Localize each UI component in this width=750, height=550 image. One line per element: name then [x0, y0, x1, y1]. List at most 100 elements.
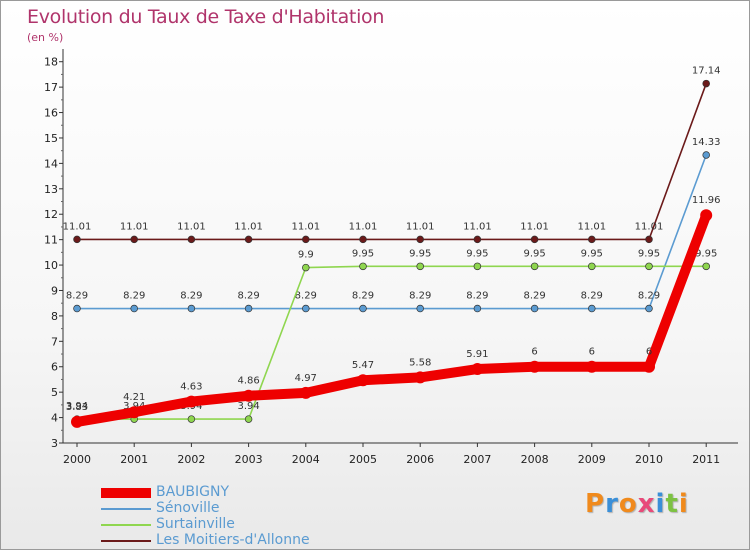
data-label-s-noville: 8.29 — [638, 291, 660, 302]
x-tick-label: 2005 — [349, 453, 377, 466]
logo-letter: t — [665, 489, 679, 519]
data-point-les-moitiers-d-allonne — [530, 235, 539, 244]
data-label-baubigny: 6 — [589, 347, 595, 358]
data-label-baubigny: 3.83 — [66, 402, 88, 413]
data-point-s-noville — [73, 304, 81, 313]
data-label-surtainville: 9.95 — [352, 248, 374, 259]
data-point-les-moitiers-d-allonne — [187, 235, 196, 244]
data-label-les-moitiers-d-allonne: 11.01 — [63, 221, 92, 232]
data-point-surtainville — [702, 262, 710, 271]
data-point-baubigny — [242, 389, 255, 402]
data-label-les-moitiers-d-allonne: 11.01 — [463, 221, 492, 232]
data-point-baubigny — [471, 363, 484, 376]
data-label-s-noville: 8.29 — [466, 291, 488, 302]
data-label-baubigny: 11.96 — [692, 195, 721, 206]
data-point-les-moitiers-d-allonne — [302, 235, 310, 244]
data-point-les-moitiers-d-allonne — [244, 235, 253, 244]
x-tick-label: 2002 — [177, 453, 205, 466]
legend-label-senoville: Sénoville — [156, 500, 220, 516]
x-tick-label: 2010 — [635, 453, 663, 466]
data-point-s-noville — [244, 304, 253, 313]
data-label-s-noville: 8.29 — [581, 291, 603, 302]
data-point-baubigny — [357, 374, 369, 387]
data-label-surtainville: 3.94 — [237, 401, 259, 412]
chart-title: Evolution du Taux de Taxe d'Habitation — [27, 6, 385, 28]
y-tick-label: 14 — [44, 157, 58, 170]
x-tick-label: 2004 — [292, 453, 320, 466]
data-label-s-noville: 8.29 — [180, 291, 202, 302]
x-tick-label: 2011 — [692, 453, 720, 466]
data-label-baubigny: 4.63 — [180, 382, 202, 393]
y-tick-label: 10 — [44, 259, 58, 272]
data-label-les-moitiers-d-allonne: 11.01 — [177, 221, 206, 232]
logo-letter: x — [637, 489, 656, 519]
series-line-s-noville — [76, 154, 708, 310]
data-label-baubigny: 6 — [646, 347, 652, 358]
data-point-baubigny — [528, 360, 541, 373]
data-label-baubigny: 4.21 — [123, 392, 145, 403]
legend-swatch-senoville — [101, 508, 151, 510]
data-label-les-moitiers-d-allonne: 11.01 — [520, 221, 549, 232]
data-point-les-moitiers-d-allonne — [416, 235, 424, 244]
data-point-les-moitiers-d-allonne — [702, 79, 710, 88]
data-label-baubigny: 4.86 — [237, 376, 259, 387]
data-point-surtainville — [588, 262, 596, 271]
series-line-les-moitiers-d-allonne — [76, 82, 708, 241]
y-tick-label: 11 — [44, 234, 58, 247]
data-point-les-moitiers-d-allonne — [588, 235, 596, 244]
legend-swatch-moitiers — [101, 540, 151, 542]
data-point-s-noville — [130, 304, 138, 313]
data-label-baubigny: 4.97 — [295, 373, 317, 384]
data-label-les-moitiers-d-allonne: 11.01 — [120, 221, 149, 232]
data-label-s-noville: 8.29 — [295, 291, 317, 302]
data-label-les-moitiers-d-allonne: 11.01 — [349, 221, 378, 232]
data-label-surtainville: 3.94 — [66, 401, 88, 412]
data-point-s-noville — [530, 304, 539, 313]
x-tick-label: 2008 — [521, 453, 549, 466]
data-point-s-noville — [359, 304, 367, 313]
logo-letter: i — [678, 489, 689, 519]
y-tick-label: 18 — [44, 56, 58, 69]
data-label-les-moitiers-d-allonne: 11.01 — [635, 221, 664, 232]
legend-label-moitiers: Les Moitiers-d'Allonne — [156, 532, 310, 548]
data-point-s-noville — [187, 304, 196, 313]
data-label-s-noville: 8.29 — [409, 291, 431, 302]
series-line-surtainville — [76, 265, 708, 420]
data-label-baubigny: 6 — [531, 347, 537, 358]
data-label-s-noville: 8.29 — [123, 291, 145, 302]
data-label-les-moitiers-d-allonne: 11.01 — [406, 221, 435, 232]
data-point-baubigny — [414, 371, 427, 384]
y-tick-label: 13 — [44, 183, 58, 196]
legend-label-baubigny: BAUBIGNY — [156, 484, 230, 500]
series-line-baubigny — [72, 210, 712, 427]
data-label-baubigny: 5.47 — [352, 360, 374, 371]
data-label-surtainville: 9.95 — [695, 248, 717, 259]
chart-unit-label: (en %) — [27, 31, 64, 44]
data-point-surtainville — [244, 415, 253, 423]
data-label-surtainville: 9.95 — [409, 248, 431, 259]
y-tick-label: 12 — [44, 208, 58, 221]
data-point-surtainville — [645, 262, 653, 271]
data-point-s-noville — [702, 151, 710, 159]
data-label-s-noville: 8.29 — [523, 291, 545, 302]
x-tick-label: 2000 — [63, 453, 91, 466]
logo-letter: r — [605, 489, 619, 519]
y-tick-label: 9 — [51, 284, 58, 297]
x-tick-label: 2003 — [235, 453, 263, 466]
data-label-baubigny: 5.58 — [409, 357, 431, 368]
data-point-s-noville — [302, 304, 310, 313]
data-label-s-noville: 8.29 — [66, 291, 88, 302]
data-label-s-noville: 14.33 — [692, 137, 721, 148]
data-point-s-noville — [473, 304, 482, 313]
data-label-surtainville: 9.95 — [581, 248, 603, 259]
y-tick-label: 4 — [51, 412, 58, 425]
data-label-surtainville: 9.9 — [298, 250, 314, 261]
y-tick-label: 17 — [44, 81, 58, 94]
data-label-baubigny: 5.91 — [466, 349, 488, 360]
data-label-surtainville: 9.95 — [466, 248, 488, 259]
x-tick-label: 2006 — [406, 453, 434, 466]
legend-swatch-surtainville — [101, 524, 151, 526]
y-tick-label: 8 — [51, 310, 58, 323]
data-point-surtainville — [530, 262, 539, 271]
